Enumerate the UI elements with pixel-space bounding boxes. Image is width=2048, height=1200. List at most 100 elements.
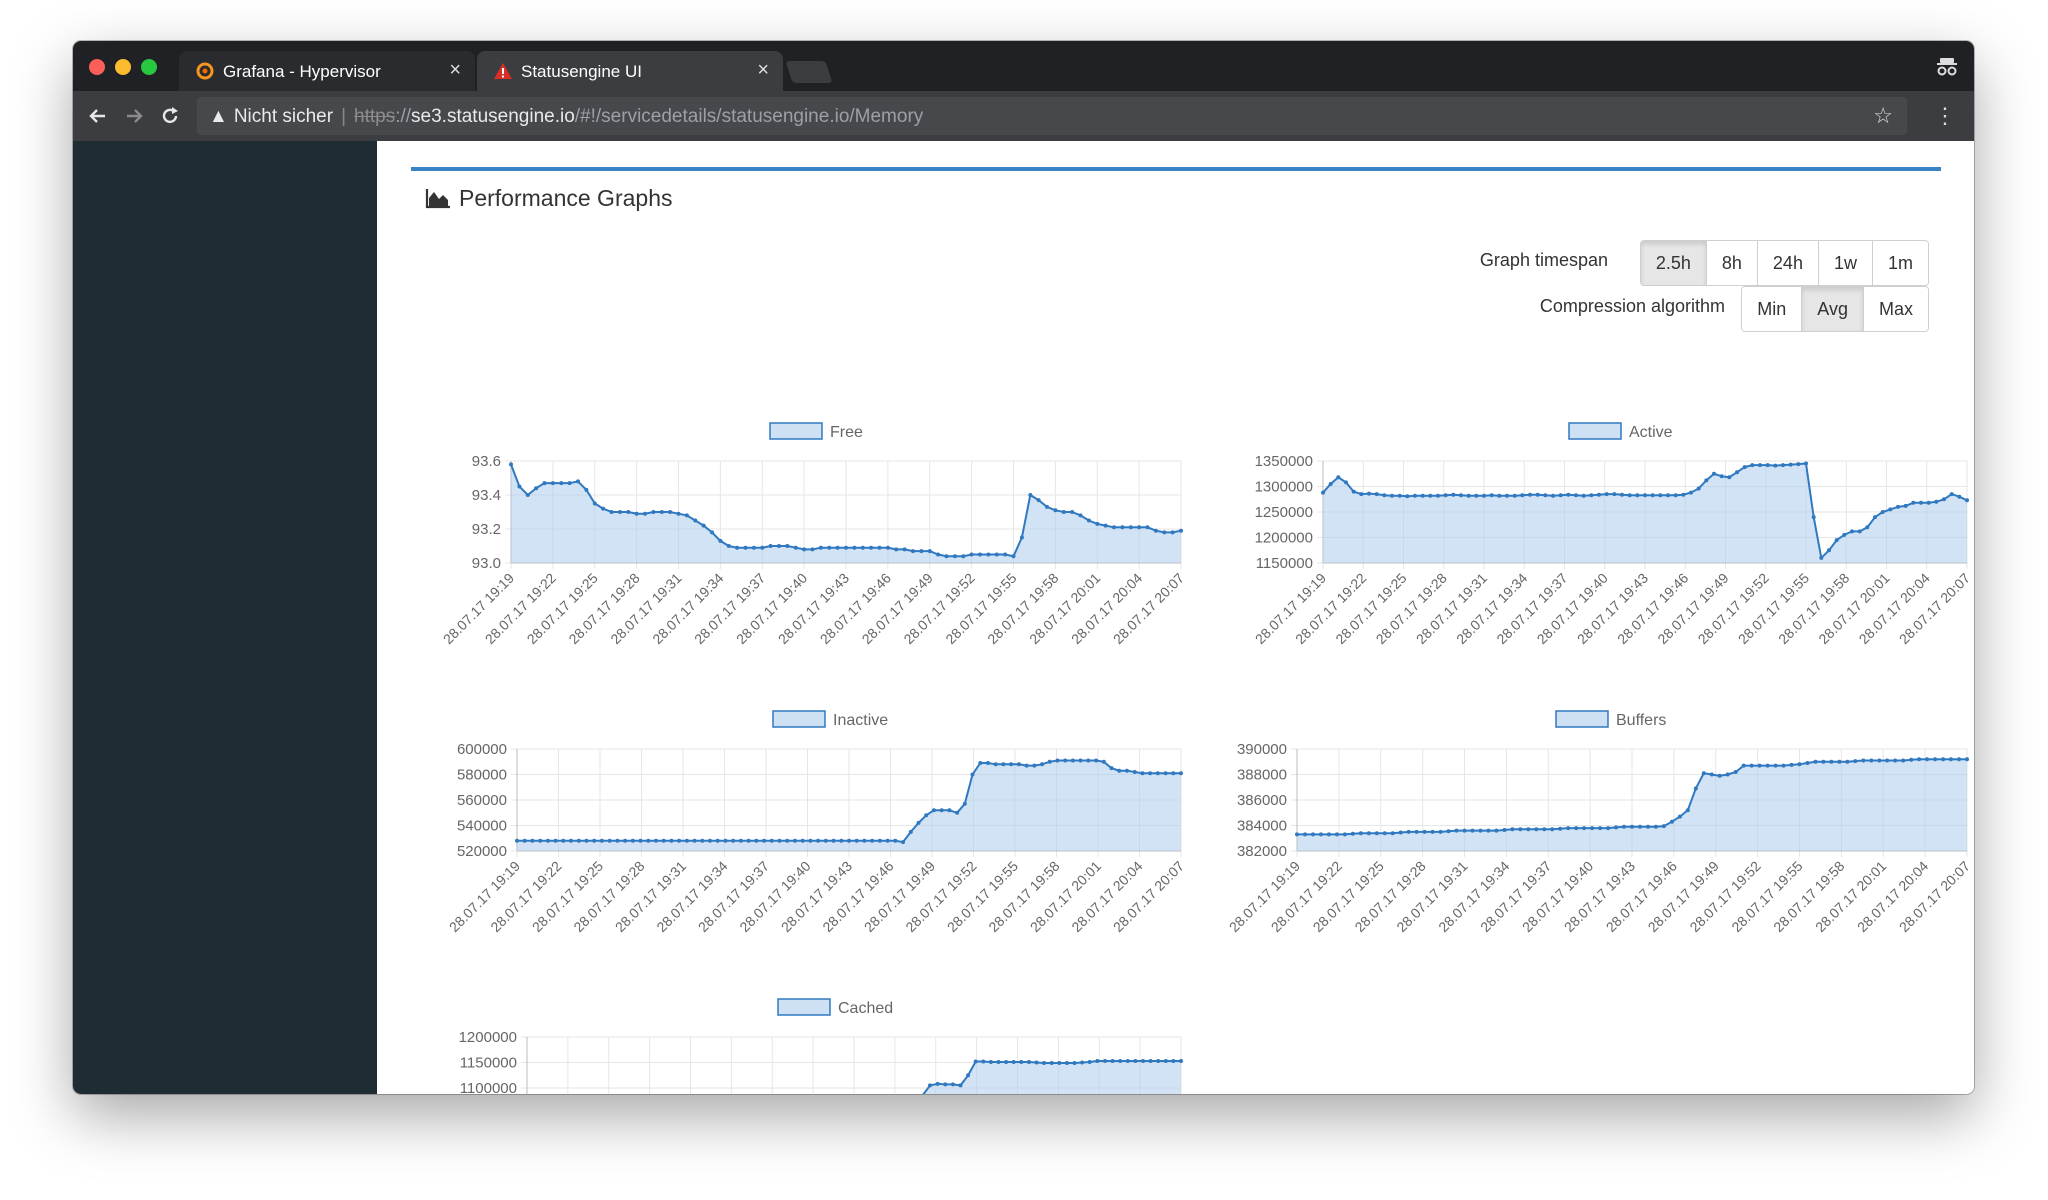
x-tick-label: 28.07.17 19:43 — [1574, 570, 1652, 648]
data-point — [966, 1073, 971, 1078]
chart-active: Active 1150000 1200000 1250000 1300000 135000… — [1252, 422, 1973, 648]
x-tick-label: 28.07.17 19:28 — [1372, 570, 1450, 648]
y-tick-label: 1200000 — [1255, 530, 1313, 547]
x-tick-label: 28.07.17 20:07 — [1110, 858, 1188, 936]
security-warning-icon[interactable]: ▲ — [209, 106, 228, 127]
data-point — [1390, 831, 1395, 836]
data-point — [1103, 523, 1108, 528]
panel-title: Performance Graphs — [425, 185, 672, 212]
data-point — [1011, 1060, 1016, 1064]
timespan-option[interactable]: 1m — [1871, 241, 1928, 285]
timespan-option[interactable]: 8h — [1705, 241, 1757, 285]
data-point — [553, 838, 558, 843]
compression-option[interactable]: Min — [1742, 287, 1802, 331]
data-point — [1459, 493, 1463, 498]
data-point — [1582, 826, 1587, 831]
data-point — [1819, 555, 1824, 560]
new-tab-button[interactable] — [785, 61, 833, 83]
data-point — [700, 838, 705, 843]
data-point — [1390, 493, 1394, 498]
title-bar: Grafana - Hypervisor × Statusengine UI × — [73, 41, 1974, 91]
data-point — [1036, 498, 1041, 503]
data-point — [877, 545, 882, 550]
data-point — [1095, 521, 1100, 526]
data-point — [609, 510, 614, 514]
incognito-icon — [1937, 58, 1957, 76]
timespan-option[interactable]: 24h — [1756, 241, 1818, 285]
chart-legend: Inactive — [772, 710, 888, 729]
data-point — [1622, 824, 1626, 829]
close-tab-icon[interactable]: × — [757, 59, 769, 81]
close-window-button[interactable] — [89, 59, 105, 75]
legend-swatch — [769, 422, 823, 440]
data-point — [1757, 763, 1762, 768]
data-point — [1505, 493, 1509, 498]
tab-grafana[interactable]: Grafana - Hypervisor × — [179, 51, 475, 91]
data-point — [1148, 1059, 1153, 1063]
data-point — [919, 549, 924, 554]
data-point — [1101, 759, 1106, 764]
data-point — [1604, 492, 1609, 497]
address-bar[interactable]: ▲ Nicht sicher | https://se3.statusengine.i… — [197, 97, 1907, 135]
data-point — [522, 838, 527, 843]
data-point — [1850, 529, 1854, 534]
timespan-option[interactable]: 2.5h — [1640, 241, 1706, 285]
data-point — [592, 501, 597, 506]
compression-option[interactable]: Max — [1862, 287, 1928, 331]
data-point — [1853, 759, 1858, 764]
data-point — [1162, 530, 1167, 535]
minimize-window-button[interactable] — [115, 59, 131, 75]
compression-option[interactable]: Avg — [1801, 287, 1863, 331]
bookmark-star-icon[interactable]: ☆ — [1873, 103, 1893, 128]
data-point — [986, 761, 990, 765]
data-point — [1829, 759, 1834, 764]
data-point — [693, 518, 698, 523]
forward-arrow-icon[interactable] — [123, 105, 145, 127]
data-point — [1804, 461, 1808, 466]
close-tab-icon[interactable]: × — [449, 59, 461, 81]
back-arrow-icon[interactable] — [87, 105, 109, 127]
data-point — [601, 506, 606, 511]
x-tick-label: 28.07.17 19:37 — [1493, 570, 1571, 648]
data-point — [978, 761, 983, 765]
data-point — [530, 838, 535, 843]
data-point — [777, 838, 782, 843]
browser-menu-icon[interactable]: ⋮ — [1934, 103, 1956, 128]
tab-statusengine[interactable]: Statusengine UI × — [477, 51, 783, 91]
data-point — [854, 838, 859, 843]
security-label[interactable]: Nicht sicher — [233, 106, 334, 127]
data-point — [1919, 500, 1923, 505]
data-point — [1446, 829, 1451, 834]
maximize-window-button[interactable] — [141, 59, 157, 75]
data-point — [1673, 493, 1678, 498]
data-point — [634, 511, 639, 516]
data-point — [1374, 831, 1379, 836]
y-tick-label: 600000 — [457, 741, 507, 758]
data-point — [894, 547, 899, 552]
data-point — [607, 838, 612, 843]
data-point — [1087, 1060, 1092, 1064]
data-point — [1526, 827, 1531, 832]
data-point — [950, 1082, 955, 1087]
data-point — [1382, 831, 1387, 836]
data-point — [1542, 827, 1547, 832]
data-point — [684, 838, 689, 843]
data-point — [1001, 762, 1006, 767]
data-point — [692, 838, 697, 843]
data-point — [1685, 808, 1690, 813]
data-point — [1128, 525, 1133, 530]
data-point — [860, 545, 865, 550]
data-point — [1094, 758, 1099, 763]
timespan-option[interactable]: 1w — [1817, 241, 1872, 285]
reload-icon[interactable] — [159, 105, 181, 127]
data-point — [1148, 771, 1153, 776]
x-tick-label: 28.07.17 19:58 — [1775, 570, 1853, 648]
x-tick-label: 28.07.17 19:31 — [612, 858, 690, 936]
data-point — [1080, 1060, 1085, 1065]
data-point — [847, 838, 851, 843]
data-point — [723, 838, 728, 843]
x-tick-label: 28.07.17 19:55 — [1735, 570, 1813, 648]
data-point — [988, 1060, 993, 1064]
data-point — [684, 513, 689, 518]
data-point — [1003, 552, 1008, 557]
